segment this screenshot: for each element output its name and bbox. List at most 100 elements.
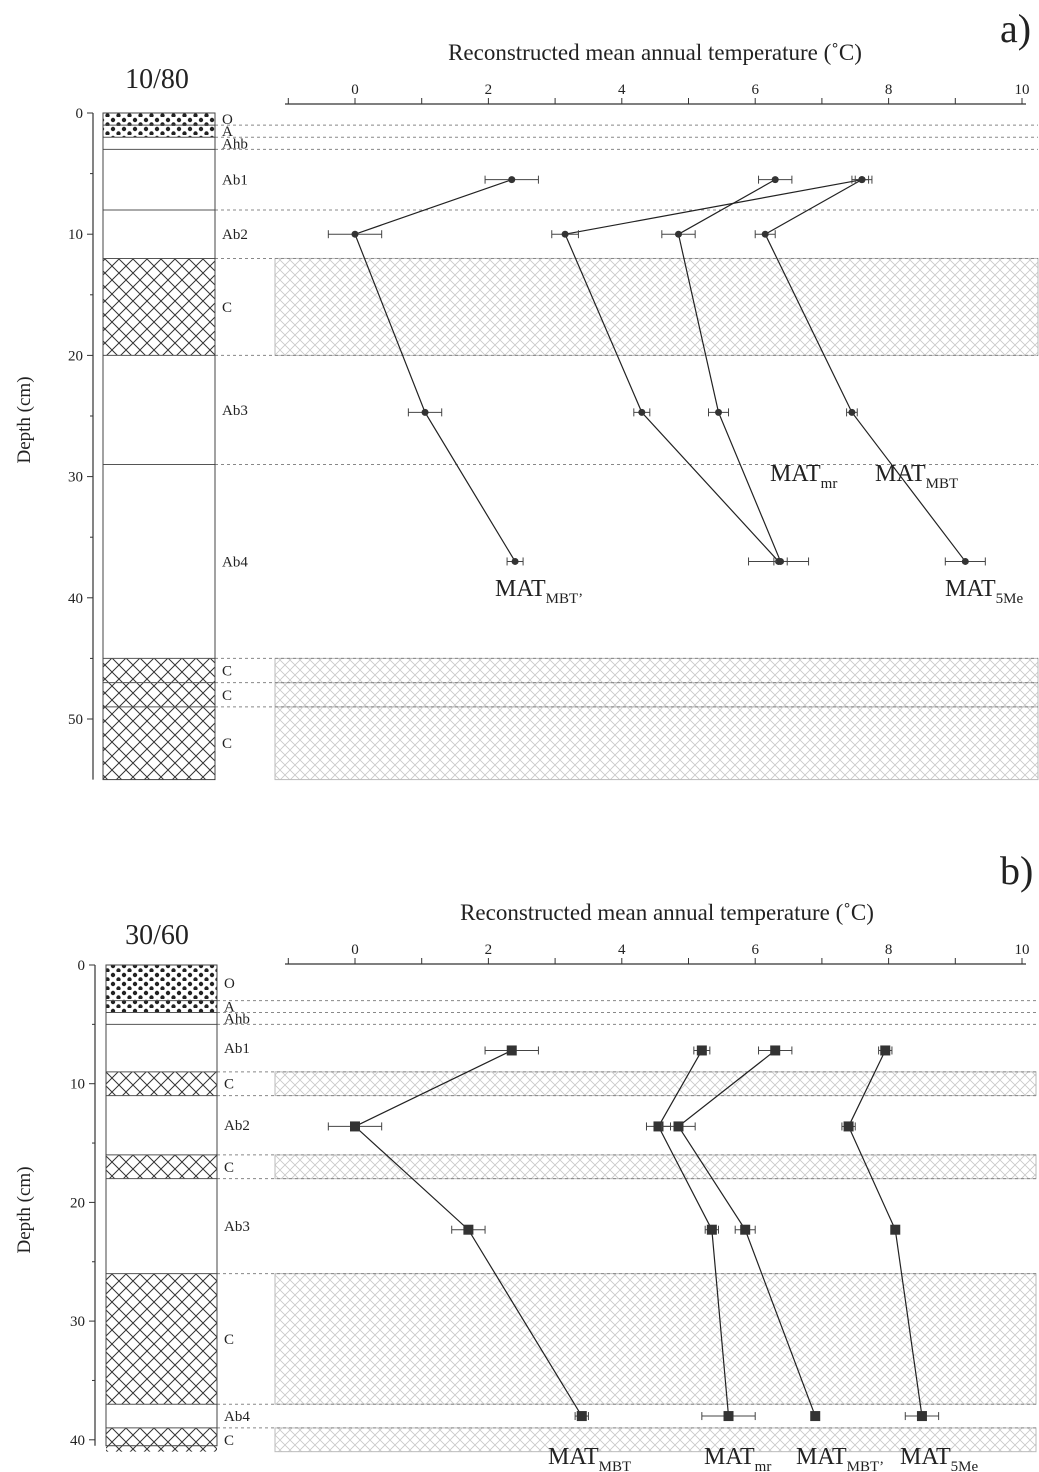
horizon-label: Ab4	[222, 554, 248, 570]
y-tick-label: 20	[68, 348, 83, 364]
horizon-label: C	[222, 664, 232, 680]
y-tick-label: 30	[68, 470, 83, 486]
series-line	[677, 1049, 816, 1417]
data-point	[350, 1121, 360, 1132]
horizon-label: Ab1	[224, 1041, 250, 1057]
series-label: MATmr	[770, 461, 837, 492]
x-tick-label: 2	[485, 82, 493, 98]
series-label-main: MAT	[495, 576, 546, 602]
horizon-label: C	[224, 1433, 234, 1449]
series-label-main: MAT	[945, 576, 996, 602]
y-tick-label: 10	[68, 227, 83, 243]
data-point	[770, 1045, 781, 1056]
horizon-label: C	[222, 300, 232, 316]
series-label: MATMBT	[875, 461, 958, 492]
panel-a: a) Reconstructed mean annual temperature…	[14, 6, 1039, 781]
data-point	[351, 230, 359, 238]
data-point	[696, 1045, 707, 1056]
horizon-label: C	[224, 1077, 234, 1093]
profile-label: 10/80	[125, 64, 189, 95]
series-label-subscript: mr	[755, 1459, 772, 1472]
horizon-fill	[103, 706, 215, 780]
series-label-subscript: MBT’	[847, 1459, 885, 1472]
data-point	[740, 1224, 751, 1235]
horizon-fill	[106, 1273, 217, 1405]
data-point	[858, 176, 866, 184]
horizon-label: Ab2	[224, 1118, 250, 1134]
data-point	[890, 1224, 901, 1235]
data-point	[761, 230, 769, 238]
horizon-fill	[106, 1154, 217, 1179]
horizon-label: C	[222, 736, 232, 752]
x-tick-label: 6	[751, 82, 759, 98]
panel-label: b)	[1000, 848, 1033, 893]
data-point	[723, 1411, 734, 1422]
hatched-band	[274, 257, 1039, 356]
series-line	[677, 179, 782, 562]
series-label: MAT5Me	[900, 1444, 979, 1472]
series-line	[354, 179, 516, 562]
y-tick-label: 0	[76, 106, 84, 122]
y-tick-label: 40	[70, 1433, 85, 1449]
x-tick-label: 4	[618, 82, 626, 98]
data-point	[880, 1045, 891, 1056]
panel-label: a)	[1000, 6, 1031, 51]
series-label-main: MAT	[900, 1444, 951, 1470]
y-tick-label: 50	[68, 712, 83, 728]
data-point	[916, 1411, 927, 1422]
horizon-fill	[106, 1427, 217, 1452]
series-label: MATMBT’	[796, 1444, 884, 1472]
data-point	[673, 1121, 684, 1132]
series-label-subscript: mr	[821, 476, 838, 492]
data-point	[421, 408, 429, 416]
horizon-label: O	[222, 112, 233, 128]
series-label-main: MAT	[548, 1444, 599, 1470]
horizon-label: Ahb	[222, 136, 248, 152]
horizon-fill	[103, 258, 215, 356]
series-label: MATmr	[704, 1444, 771, 1472]
hatched-band	[274, 1071, 1037, 1097]
x-tick-label: 0	[351, 942, 359, 958]
series-label-main: MAT	[770, 461, 821, 487]
y-axis-title: Depth (cm)	[14, 1166, 35, 1253]
horizon-label: O	[224, 976, 235, 992]
horizon-label: C	[222, 688, 232, 704]
horizon-label: Ab1	[222, 173, 248, 189]
hatched-band	[274, 657, 1039, 684]
y-tick-label: 0	[78, 958, 86, 974]
horizon-fill	[106, 965, 217, 1001]
series-label: MATMBT’	[495, 576, 583, 607]
horizon-fill	[103, 113, 215, 126]
hatched-band	[274, 1154, 1037, 1180]
series-label-subscript: MBT	[599, 1459, 632, 1472]
x-tick-label: 10	[1015, 942, 1030, 958]
horizon-fill	[103, 125, 215, 138]
horizon-label: Ab3	[222, 403, 248, 419]
horizon-label: Ab4	[224, 1409, 250, 1425]
x-tick-label: 0	[351, 82, 359, 98]
soil-column	[102, 112, 216, 781]
series-label: MAT5Me	[945, 576, 1024, 607]
profile-label: 30/60	[125, 920, 189, 951]
data-point	[511, 557, 519, 565]
series-label-subscript: MBT	[926, 476, 959, 492]
data-point	[638, 408, 646, 416]
x-tick-label: 6	[751, 942, 759, 958]
horizon-label: Ab3	[224, 1219, 250, 1235]
data-point	[961, 557, 969, 565]
data-point	[653, 1121, 664, 1132]
series-label-subscript: 5Me	[996, 591, 1024, 607]
horizon-label: Ahb	[224, 1011, 250, 1027]
horizon-label: C	[224, 1332, 234, 1348]
data-point	[848, 408, 856, 416]
series-line	[564, 179, 863, 562]
y-axis-title: Depth (cm)	[14, 376, 35, 463]
data-point	[706, 1224, 717, 1235]
data-point	[715, 408, 723, 416]
data-point	[506, 1045, 517, 1056]
data-point	[777, 557, 785, 565]
y-tick-label: 30	[70, 1314, 85, 1330]
